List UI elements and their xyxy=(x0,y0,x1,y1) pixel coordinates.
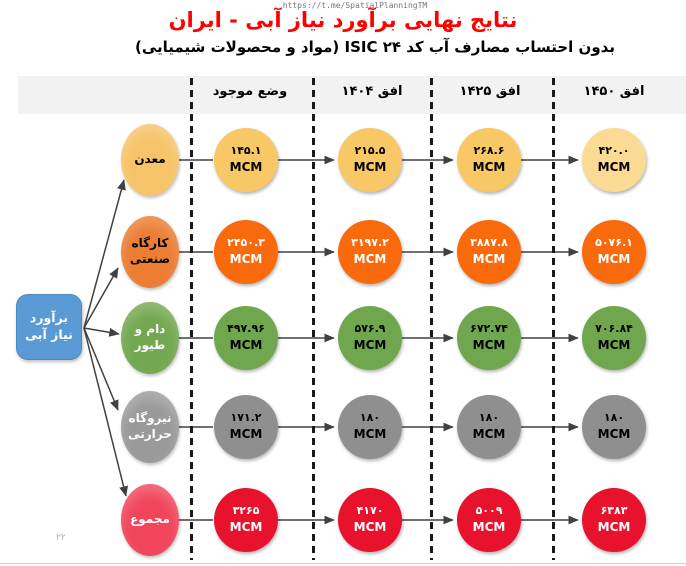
column-divider-4 xyxy=(552,78,555,560)
value-node: ۴۹۷.۹۶ MCM xyxy=(214,306,278,370)
value-node: ۲۶۸.۶ MCM xyxy=(457,128,521,192)
value-node: ۲۱۵.۵ MCM xyxy=(338,128,402,192)
value-node: ۲۴۵۰.۳ MCM xyxy=(214,220,278,284)
category-label-livestock-poultry: دام و طیور xyxy=(121,302,179,374)
bottom-divider xyxy=(0,563,686,564)
category-label-industrial-workshop: کارگاه صنعتی xyxy=(121,216,179,288)
value-node: ۱۸۰ MCM xyxy=(338,395,402,459)
column-header-band xyxy=(18,76,686,114)
column-header-current: وضع موجود xyxy=(212,84,288,99)
value-node: ۱۷۱.۲ MCM xyxy=(214,395,278,459)
value-node: ۶۷۲.۷۴ MCM xyxy=(457,306,521,370)
value-node: ۶۳۸۳ MCM xyxy=(582,488,646,552)
value-node: ۵۰۰۹ MCM xyxy=(457,488,521,552)
value-node: ۱۴۵.۱ MCM xyxy=(214,128,278,192)
column-header-1450: افق ۱۴۵۰ xyxy=(583,84,645,99)
value-node: ۷۰۶.۸۴ MCM xyxy=(582,306,646,370)
page-number: ۲۲ xyxy=(56,533,66,543)
column-divider-2 xyxy=(312,78,315,560)
telegram-watermark: https://t.me/SpatialPlanningTM xyxy=(282,1,428,10)
category-label-total: مجموع xyxy=(121,484,179,556)
column-header-1404: افق ۱۴۰۴ xyxy=(341,84,403,99)
slide-title: نتایج نهایی برآورد نیاز آبی - ایران xyxy=(168,8,518,32)
value-node: ۱۸۰ MCM xyxy=(457,395,521,459)
value-node: ۴۲۰.۰ MCM xyxy=(582,128,646,192)
value-node: ۵۰۷۶.۱ MCM xyxy=(582,220,646,284)
root-node-water-demand: برآورد نیاز آبی xyxy=(16,294,82,360)
slide-subtitle: بدون احتساب مصارف آب کد ۲۴ ISIC (مواد و … xyxy=(135,38,615,56)
value-node: ۳۸۸۷.۸ MCM xyxy=(457,220,521,284)
category-label-mining: معدن xyxy=(121,124,179,196)
column-header-1425: افق ۱۴۲۵ xyxy=(459,84,521,99)
value-node: ۵۷۶.۹ MCM xyxy=(338,306,402,370)
value-node: ۴۱۷۰ MCM xyxy=(338,488,402,552)
column-divider-3 xyxy=(430,78,433,560)
column-divider-1 xyxy=(190,78,193,560)
value-node: ۱۸۰ MCM xyxy=(582,395,646,459)
value-node: ۳۲۶۵ MCM xyxy=(214,488,278,552)
value-node: ۳۱۹۷.۲ MCM xyxy=(338,220,402,284)
category-label-thermal-power-plant: نیروگاه حرارتی xyxy=(121,391,179,463)
